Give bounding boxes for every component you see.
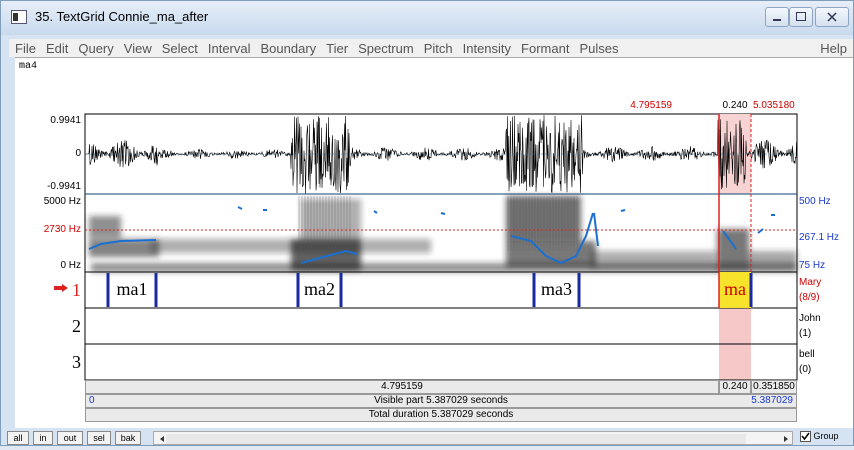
pitch-top: 500 Hz [799,196,831,207]
tier-name: bell [799,349,815,360]
wave-max: 0.9941 [50,115,81,126]
interval-label[interactable]: ma1 [108,279,156,300]
spectral-energy [89,196,797,272]
window: 35. TextGrid Connie_ma_after Help FileEd… [0,0,854,446]
spectrogram [89,196,797,272]
spectrum-top: 5000 Hz [44,196,81,207]
group-label: Group [814,431,839,441]
zoom-button[interactable]: out [57,431,83,445]
spectrum-bottom: 0 Hz [60,260,81,271]
waveform-trace [85,115,797,194]
tier-number: 3 [72,352,81,373]
tier-pointer [54,284,68,292]
signal-view [1,1,853,445]
tier-count: (0) [799,364,811,375]
visible-part: Visible part 5.387029 seconds [374,395,508,406]
time-bar[interactable]: 0.240 [719,380,751,394]
tier-count: (8/9) [799,292,820,303]
spectrum-cursor: 2730 Hz [44,224,81,235]
time-bar[interactable]: 4.795159 [85,380,719,394]
zoom-button[interactable]: sel [87,431,111,445]
tier-number: 1 [72,280,81,301]
zoom-button[interactable]: bak [115,431,141,445]
wave-min: -0.9941 [47,181,81,192]
interval-label[interactable]: ma2 [298,279,341,300]
interval-label[interactable]: ma [719,279,751,300]
zoom-button[interactable]: in [33,431,53,445]
selection-start: 4.795159 [630,100,672,111]
zoom-button[interactable]: all [7,431,29,445]
interval-label[interactable]: ma3 [534,279,579,300]
pitch-cursor: 267.1 Hz [799,232,839,243]
tier-number: 2 [72,316,81,337]
selection-duration: 0.240 [719,100,751,111]
wave-zero: 0 [75,148,81,159]
energy-blob [91,263,797,272]
tier-count: (1) [799,328,811,339]
scrollbar[interactable] [153,431,793,445]
visible-start: 0 [89,395,95,407]
selection-end: 5.035180 [753,100,795,111]
tier-name: Mary [799,277,821,288]
pitch-bottom: 75 Hz [799,260,825,271]
energy-blob [89,216,121,238]
waveform [85,115,797,194]
visible-bar[interactable]: 0 Visible part 5.387029 seconds 5.387029 [85,394,797,408]
interval-boundaries [108,273,751,307]
total-bar[interactable]: Total duration 5.387029 seconds [85,408,797,422]
visible-end: 5.387029 [751,395,793,407]
tier-name: John [799,313,821,324]
energy-blob [301,199,361,239]
group-checkbox[interactable]: Group [800,431,839,442]
time-bar[interactable]: 0.351850 [751,380,797,394]
